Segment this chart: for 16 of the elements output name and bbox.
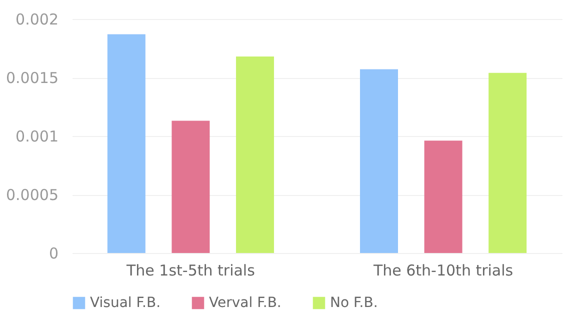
x-tick-label: The 1st-5th trials: [126, 262, 256, 280]
bar: [424, 140, 462, 253]
legend-label: Verval F.B.: [209, 295, 282, 311]
bar: [172, 120, 210, 253]
bar: [360, 69, 398, 253]
legend-label: No F.B.: [330, 295, 378, 311]
y-tick-label: 0.0015: [6, 69, 58, 87]
bar: [488, 72, 527, 253]
y-tick-label: 0.002: [16, 10, 58, 28]
y-tick-label: 0.0005: [6, 186, 58, 204]
bar: [107, 34, 146, 253]
x-tick-label: The 6th-10th trials: [372, 262, 514, 280]
y-tick-label: 0: [48, 244, 58, 262]
bar: [236, 56, 274, 253]
y-tick-label: 0.001: [16, 128, 58, 146]
legend-label: Visual F.B.: [90, 295, 161, 311]
